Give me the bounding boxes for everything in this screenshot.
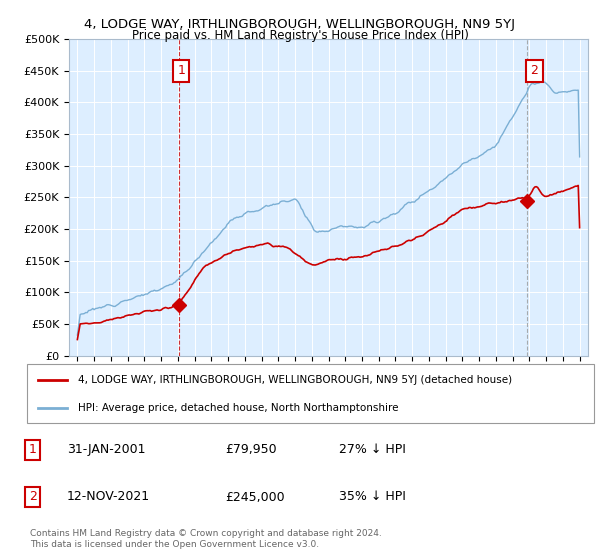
- Text: £245,000: £245,000: [226, 491, 285, 503]
- Text: 12-NOV-2021: 12-NOV-2021: [67, 491, 150, 503]
- Text: 1: 1: [29, 444, 37, 456]
- FancyBboxPatch shape: [27, 364, 594, 423]
- Text: Contains HM Land Registry data © Crown copyright and database right 2024.
This d: Contains HM Land Registry data © Crown c…: [30, 529, 382, 549]
- Text: 31-JAN-2001: 31-JAN-2001: [67, 444, 145, 456]
- Text: 2: 2: [29, 491, 37, 503]
- Text: 4, LODGE WAY, IRTHLINGBOROUGH, WELLINGBOROUGH, NN9 5YJ: 4, LODGE WAY, IRTHLINGBOROUGH, WELLINGBO…: [85, 18, 515, 31]
- Text: Price paid vs. HM Land Registry's House Price Index (HPI): Price paid vs. HM Land Registry's House …: [131, 29, 469, 42]
- Text: HPI: Average price, detached house, North Northamptonshire: HPI: Average price, detached house, Nort…: [78, 403, 398, 413]
- Text: 27% ↓ HPI: 27% ↓ HPI: [339, 444, 406, 456]
- Text: 4, LODGE WAY, IRTHLINGBOROUGH, WELLINGBOROUGH, NN9 5YJ (detached house): 4, LODGE WAY, IRTHLINGBOROUGH, WELLINGBO…: [78, 375, 512, 385]
- Text: £79,950: £79,950: [226, 444, 277, 456]
- Text: 2: 2: [530, 64, 538, 77]
- Text: 1: 1: [177, 64, 185, 77]
- Text: 35% ↓ HPI: 35% ↓ HPI: [339, 491, 406, 503]
